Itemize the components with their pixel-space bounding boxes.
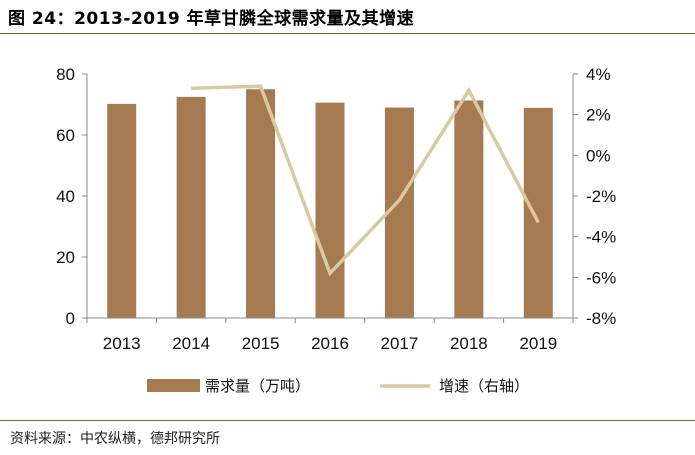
right-tick-label: -4% [586, 228, 616, 247]
x-tick-label: 2016 [311, 334, 349, 353]
legend-line-label: 增速（右轴） [439, 377, 529, 395]
left-tick-label: 0 [66, 309, 75, 328]
growth-line-series [191, 84, 540, 277]
legend-bar-swatch [147, 379, 200, 392]
x-tick-label: 2017 [381, 334, 419, 353]
bar-2015 [246, 89, 276, 318]
bar-2019 [523, 107, 553, 318]
source-rule [0, 420, 695, 421]
left-tick-label: 40 [56, 187, 75, 206]
x-tick-label: 2018 [450, 334, 488, 353]
figure-title: 图 24：2013-2019 年草甘膦全球需求量及其增速 [8, 9, 415, 29]
left-tick-label: 20 [56, 248, 75, 267]
right-tick-label: 4% [586, 65, 611, 84]
right-tick-label: -6% [586, 268, 616, 287]
right-tick-label: -2% [586, 187, 616, 206]
legend-bar-label: 需求量（万吨） [205, 377, 310, 395]
x-tick-label: 2013 [103, 334, 141, 353]
source-note: 资料来源：中农纵横，德邦研究所 [10, 431, 220, 447]
left-tick-label: 60 [56, 126, 75, 145]
right-tick-label: 0% [586, 146, 611, 165]
bar-2014 [176, 96, 206, 318]
x-tick-label: 2019 [519, 334, 557, 353]
bar-2016 [315, 102, 345, 318]
bar-2013 [107, 103, 137, 318]
right-tick-label: -8% [586, 309, 616, 328]
left-tick-label: 80 [56, 65, 75, 84]
bar-2018 [454, 100, 484, 318]
x-tick-label: 2015 [242, 334, 280, 353]
title-rule [0, 33, 695, 34]
right-tick-label: 2% [586, 106, 611, 125]
x-tick-label: 2014 [172, 334, 210, 353]
